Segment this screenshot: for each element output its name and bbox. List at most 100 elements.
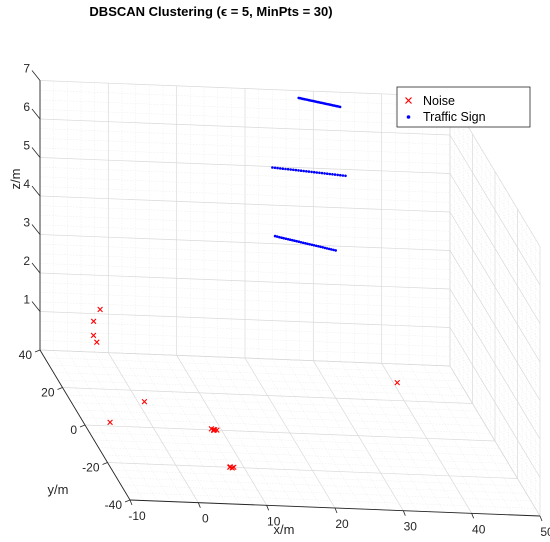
z-tick [31,185,41,197]
noise-point [97,306,103,313]
traffic-sign-point [273,166,277,170]
y-tick-label: 40 [19,348,33,362]
side-wall-grid-line-z [449,279,541,430]
noise-point [107,419,113,426]
traffic-sign-point [282,236,286,240]
traffic-sign-point [297,240,301,243]
traffic-sign-point [310,170,313,174]
floor-grid-line-y [107,462,518,479]
z-tick [31,147,41,158]
floor-grid-line-y [89,432,500,449]
traffic-sign-point [308,243,312,246]
side-wall-grid-line-z [449,356,541,507]
floor-grid-line-y [75,409,487,427]
traffic-sign-point [288,238,292,241]
traffic-sign-point [275,235,279,238]
side-wall-grid-line-z [449,134,541,286]
traffic-sign-point [276,166,279,170]
traffic-sign-point [312,170,316,174]
floor-grid-line-y [66,394,478,412]
traffic-sign-point [320,171,324,175]
traffic-sign-point [312,244,316,247]
traffic-sign-point [295,239,299,243]
floor-grid-line-y [62,387,473,404]
traffic-sign-point [306,242,309,246]
legend: Noise Traffic Sign [396,86,531,128]
side-wall-grid-line-z [449,346,541,497]
back-wall-grid-line-z [39,330,451,348]
traffic-sign-point [318,171,321,175]
floor-grid-line-y [98,447,509,464]
traffic-sign-point [314,244,318,248]
traffic-sign-point [339,173,342,177]
side-wall-grid-line-z [449,125,541,276]
traffic-sign-point [292,168,295,172]
traffic-sign-point [273,234,277,238]
chart-title: DBSCAN Clustering (ϵ = 5, MinPts = 30) [89,4,332,19]
z-tick [31,70,41,81]
x-tick-label: -10 [128,509,146,523]
z-tick-label: 4 [23,177,30,191]
traffic-sign-point [336,173,340,177]
y-tick-label: 0 [70,423,77,437]
x-tick [334,507,338,514]
traffic-sign-point [284,237,288,240]
traffic-sign-point [271,166,274,169]
x-tick [266,505,270,511]
traffic-sign-point [317,245,320,248]
x-tick [197,502,201,508]
back-wall-grid-line-z [39,128,451,145]
y-tick-label: -40 [105,498,123,512]
back-wall-grid-line-z [39,186,451,203]
traffic-sign-point [328,172,332,176]
back-wall-grid-line-z [39,99,451,117]
floor-grid-line-y [116,477,527,494]
y-tick [79,424,86,428]
y-axis-label: y/m [48,482,69,497]
back-wall-grid-line-z [39,301,451,319]
floor-grid-line-y [84,424,496,442]
side-wall-grid-line-z [449,308,541,459]
noise-point [90,318,97,325]
side-wall-grid-line-z [449,105,541,257]
traffic-sign-point [299,241,303,244]
y-tick [102,462,108,465]
back-wall-grid-line-z [39,349,451,367]
back-wall-grid-line-z [39,215,451,232]
side-wall-grid-line-z [449,182,541,334]
x-tick [402,510,406,516]
noise-point [90,332,97,339]
side-wall-grid-line-z [449,259,541,411]
x-axis-label: x/m [274,522,295,537]
back-wall-grid-line-z [39,311,451,328]
legend-marker-traffic-sign [406,115,411,119]
traffic-sign-point [321,246,325,249]
traffic-sign-point [286,237,290,241]
z-tick-label: 1 [23,293,30,307]
x-tick-label: 20 [335,517,349,531]
side-wall-grid-line-z [449,250,541,401]
traffic-sign-point [294,168,298,172]
grid-lines [39,80,541,517]
floor-grid-line-y [102,454,514,472]
traffic-sign-point [286,167,290,171]
traffic-sign-cluster [297,96,342,109]
back-wall-grid-line-z [39,272,451,290]
legend-marker-noise [405,97,412,104]
floor-grid-line-y [57,379,469,397]
traffic-sign-point [291,238,294,242]
axes [31,70,543,522]
back-wall-grid-line-z [39,138,451,155]
traffic-sign-point [297,169,300,172]
traffic-sign-point [302,169,306,173]
z-tick-label: 3 [23,216,30,230]
side-wall-grid-line-z [449,288,541,440]
side-wall-grid-line-z [449,269,541,420]
traffic-sign-point [280,236,283,239]
back-wall-grid-line-z [39,195,451,213]
back-wall-grid-line-z [39,282,451,299]
z-tick-label: 2 [23,254,30,268]
back-wall-grid-line-z [39,80,451,97]
floor-grid-line-y [125,492,536,509]
